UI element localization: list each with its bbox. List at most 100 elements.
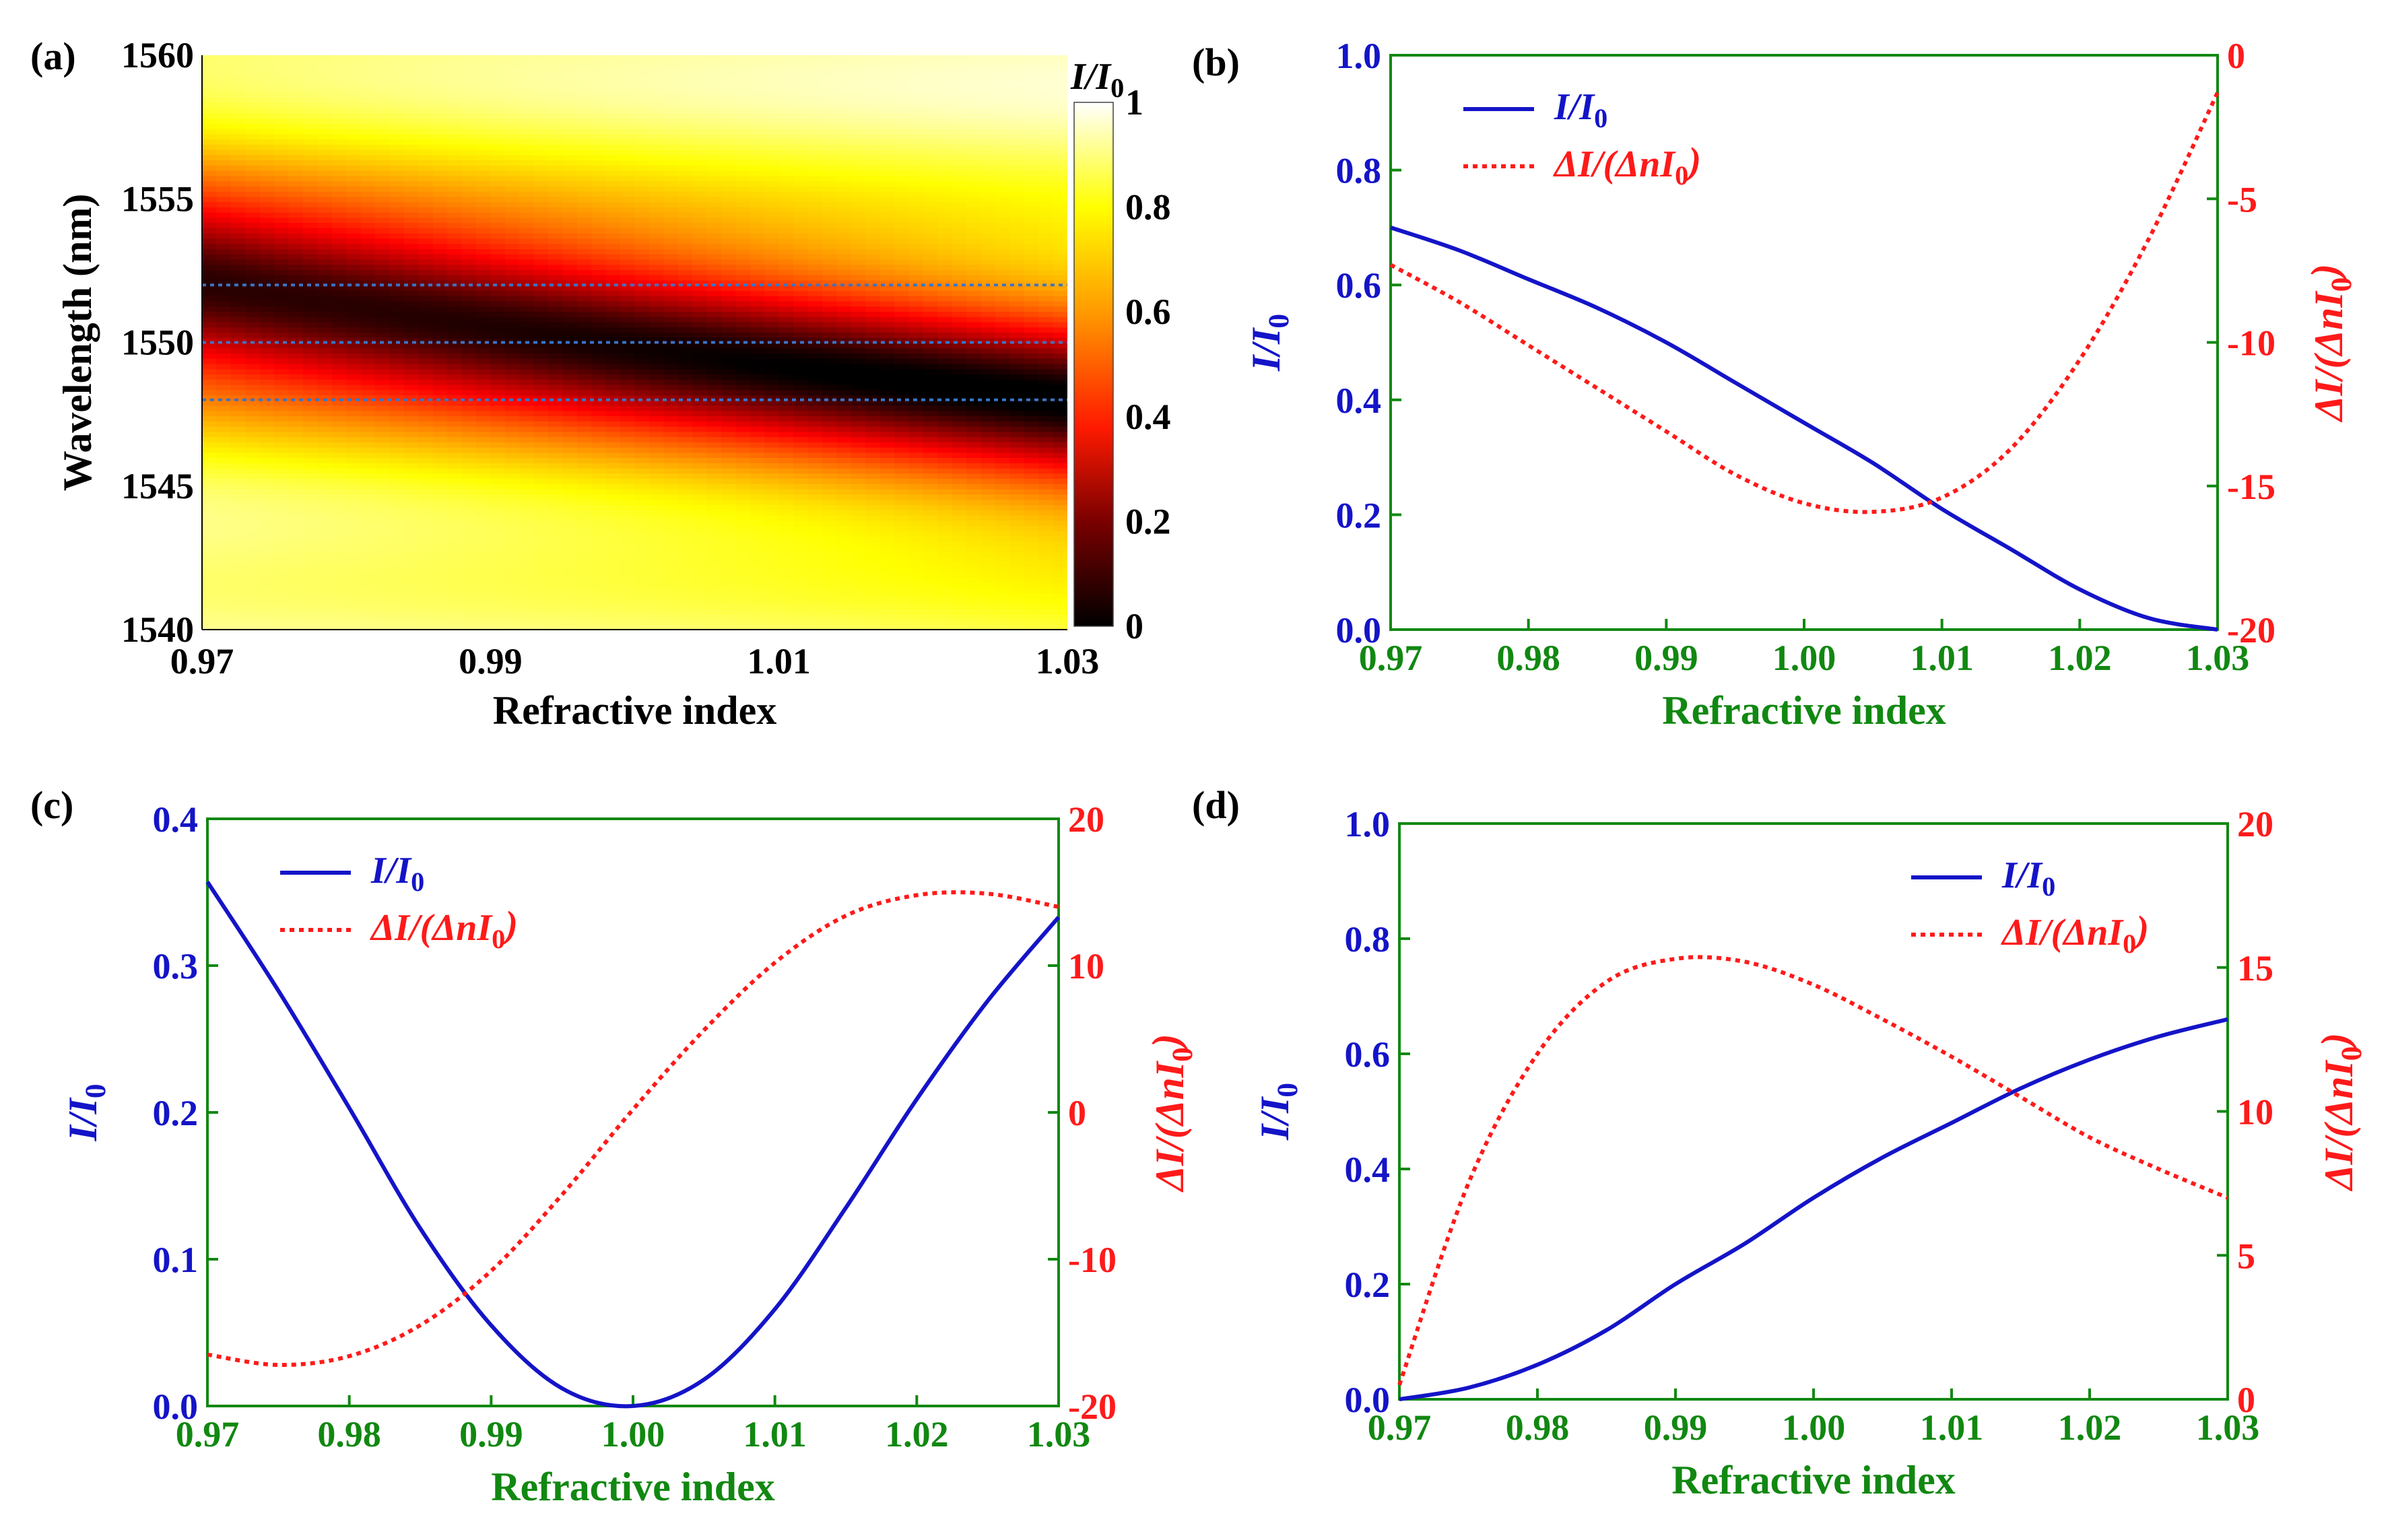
heatmap-cell bbox=[591, 358, 607, 364]
heatmap-cell bbox=[807, 86, 823, 93]
heatmap-cell bbox=[202, 97, 218, 103]
heatmap-cell bbox=[274, 139, 290, 145]
heatmap-cell bbox=[778, 201, 795, 207]
heatmap-cell bbox=[620, 300, 636, 307]
heatmap-cell bbox=[576, 285, 593, 291]
heatmap-cell bbox=[562, 504, 578, 510]
heatmap-cell bbox=[475, 378, 492, 385]
heatmap-cell bbox=[461, 378, 477, 385]
heatmap-cell bbox=[230, 415, 246, 422]
heatmap-cell bbox=[389, 399, 405, 406]
heatmap-cell bbox=[634, 290, 650, 296]
heatmap-cell bbox=[836, 582, 852, 589]
heatmap-cell bbox=[807, 253, 823, 260]
heatmap-cell bbox=[259, 238, 275, 244]
heatmap-cell bbox=[302, 405, 319, 411]
heatmap-cell bbox=[504, 473, 521, 479]
heatmap-cell bbox=[274, 175, 290, 182]
heatmap-cell bbox=[591, 253, 607, 260]
heatmap-cell bbox=[764, 613, 780, 620]
heatmap-cell bbox=[562, 259, 578, 265]
heatmap-cell bbox=[562, 509, 578, 516]
heatmap-cell bbox=[576, 164, 593, 171]
heatmap-cell bbox=[793, 201, 809, 207]
heatmap-cell bbox=[591, 353, 607, 359]
heatmap-cell bbox=[605, 603, 622, 609]
heatmap-cell bbox=[216, 290, 232, 296]
heatmap-cell bbox=[692, 342, 708, 349]
heatmap-cell bbox=[230, 431, 246, 438]
heatmap-cell bbox=[504, 164, 521, 171]
heatmap-cell bbox=[418, 545, 434, 552]
heatmap-cell bbox=[375, 603, 391, 609]
heatmap-cell bbox=[706, 389, 722, 396]
heatmap-cell bbox=[346, 337, 362, 343]
heatmap-cell bbox=[375, 535, 391, 542]
heatmap-cell bbox=[591, 232, 607, 239]
heatmap-cell bbox=[245, 206, 261, 213]
heatmap-cell bbox=[403, 509, 420, 516]
heatmap-cell bbox=[360, 327, 376, 333]
heatmap-cell bbox=[519, 279, 535, 286]
heatmap-cell bbox=[692, 253, 708, 260]
heatmap-cell bbox=[793, 395, 809, 401]
heatmap-cell bbox=[706, 139, 722, 145]
heatmap-cell bbox=[475, 457, 492, 463]
heatmap-cell bbox=[836, 426, 852, 432]
heatmap-cell bbox=[620, 76, 636, 82]
heatmap-cell bbox=[490, 65, 506, 72]
heatmap-cell bbox=[490, 426, 506, 432]
heatmap-cell bbox=[634, 619, 650, 626]
heatmap-cell bbox=[634, 624, 650, 630]
heatmap-cell bbox=[793, 97, 809, 103]
heatmap-cell bbox=[649, 306, 665, 312]
heatmap-cell bbox=[706, 530, 722, 537]
heatmap-cell bbox=[778, 457, 795, 463]
heatmap-cell bbox=[750, 514, 766, 521]
heatmap-cell bbox=[692, 588, 708, 594]
heatmap-cell bbox=[692, 624, 708, 630]
heatmap-cell bbox=[677, 378, 694, 385]
heatmap-cell bbox=[721, 285, 737, 291]
heatmap-cell bbox=[533, 86, 549, 93]
heatmap-cell bbox=[620, 572, 636, 578]
heatmap-cell bbox=[418, 577, 434, 584]
heatmap-cell bbox=[259, 81, 275, 88]
heatmap-cell bbox=[663, 410, 679, 417]
heatmap-cell bbox=[562, 139, 578, 145]
heatmap-cell bbox=[403, 149, 420, 156]
heatmap-cell bbox=[230, 196, 246, 203]
heatmap-cell bbox=[461, 133, 477, 140]
heatmap-cell bbox=[432, 551, 448, 558]
heatmap-cell bbox=[490, 363, 506, 370]
heatmap-cell bbox=[764, 311, 780, 317]
heatmap-cell bbox=[807, 410, 823, 417]
heatmap-cell bbox=[288, 426, 304, 432]
heatmap-cell bbox=[793, 259, 809, 265]
heatmap-cell bbox=[764, 488, 780, 495]
heatmap-cell bbox=[677, 300, 694, 307]
heatmap-cell bbox=[750, 107, 766, 114]
heatmap-cell bbox=[778, 149, 795, 156]
heatmap-cell bbox=[432, 206, 448, 213]
heatmap-cell bbox=[302, 452, 319, 459]
heatmap-cell bbox=[403, 248, 420, 255]
heatmap-cell bbox=[677, 139, 694, 145]
heatmap-cell bbox=[447, 446, 463, 453]
heatmap-cell bbox=[202, 572, 218, 578]
heatmap-cell bbox=[576, 279, 593, 286]
heatmap-cell bbox=[548, 92, 564, 98]
heatmap-cell bbox=[403, 143, 420, 150]
heatmap-cell bbox=[490, 123, 506, 129]
heatmap-cell bbox=[649, 269, 665, 275]
heatmap-cell bbox=[663, 446, 679, 453]
heatmap-cell bbox=[519, 337, 535, 343]
heatmap-cell bbox=[461, 457, 477, 463]
heatmap-cell bbox=[360, 499, 376, 505]
heatmap-cell bbox=[461, 525, 477, 531]
heatmap-cell bbox=[822, 342, 838, 349]
heatmap-cell bbox=[822, 321, 838, 328]
heatmap-cell bbox=[706, 535, 722, 542]
heatmap-cell bbox=[548, 613, 564, 620]
heatmap-cell bbox=[591, 426, 607, 432]
